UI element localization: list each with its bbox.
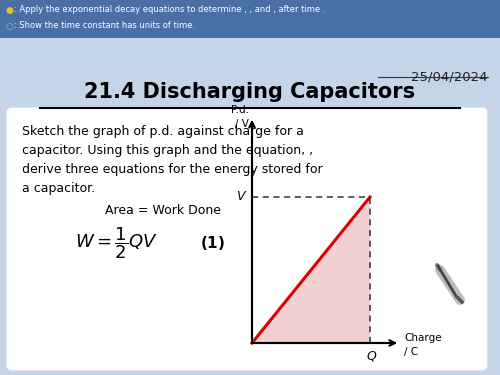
FancyBboxPatch shape: [6, 107, 488, 371]
Text: capacitor. Using this graph and the equation, ,: capacitor. Using this graph and the equa…: [22, 144, 313, 157]
Text: : Show the time constant has units of time.: : Show the time constant has units of ti…: [14, 21, 195, 30]
Text: $Q$: $Q$: [366, 349, 378, 363]
Text: a capacitor.: a capacitor.: [22, 182, 95, 195]
Text: Area = Work Done: Area = Work Done: [105, 204, 221, 216]
Text: : Apply the exponential decay equations to determine , , and , after time .: : Apply the exponential decay equations …: [14, 6, 326, 15]
Text: P.d.: P.d.: [231, 105, 249, 115]
FancyBboxPatch shape: [0, 0, 500, 38]
Text: ●: ●: [6, 6, 14, 15]
Text: $V$: $V$: [236, 190, 247, 204]
Text: 25/04/2024: 25/04/2024: [412, 70, 488, 83]
Text: Charge: Charge: [404, 333, 442, 343]
Text: $\mathbf{(1)}$: $\mathbf{(1)}$: [200, 234, 225, 252]
Text: / C: / C: [404, 347, 418, 357]
Text: / V: / V: [235, 119, 249, 129]
Text: ○: ○: [6, 21, 14, 30]
Text: derive three equations for the energy stored for: derive three equations for the energy st…: [22, 163, 322, 176]
Polygon shape: [252, 197, 370, 343]
Text: Sketch the graph of p.d. against charge for a: Sketch the graph of p.d. against charge …: [22, 125, 304, 138]
Text: $W=\dfrac{1}{2}QV$: $W=\dfrac{1}{2}QV$: [75, 225, 158, 261]
Text: 21.4 Discharging Capacitors: 21.4 Discharging Capacitors: [84, 82, 415, 102]
